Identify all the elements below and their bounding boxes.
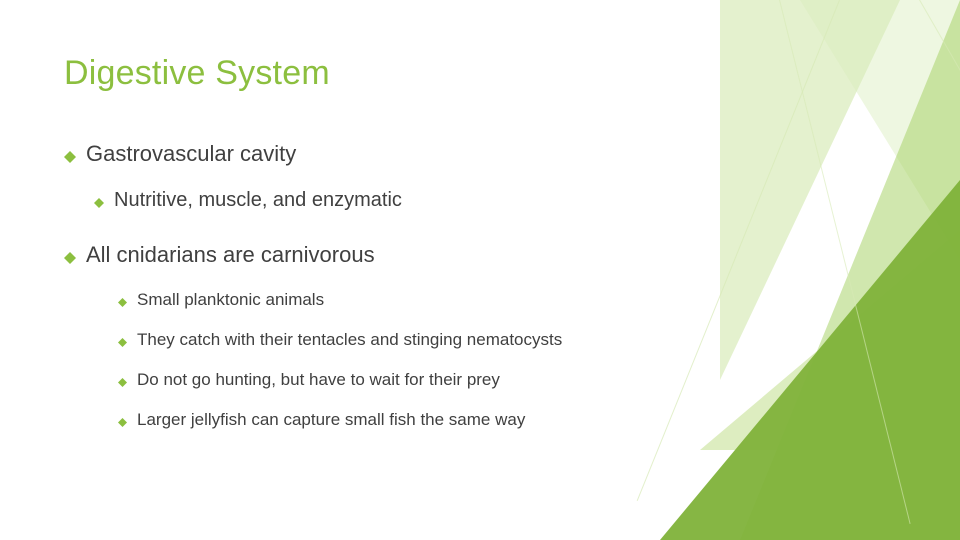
bullet-label: All cnidarians are carnivorous	[86, 242, 375, 268]
bullet-lvl3: Larger jellyfish can capture small fish …	[118, 410, 896, 430]
diamond-bullet-icon	[118, 418, 127, 427]
bullet-lvl2: Nutritive, muscle, and enzymatic	[94, 189, 896, 212]
bullet-label: Do not go hunting, but have to wait for …	[137, 370, 500, 390]
diamond-bullet-icon	[64, 252, 76, 264]
bullet-lvl3: Do not go hunting, but have to wait for …	[118, 370, 896, 390]
diamond-bullet-icon	[94, 198, 104, 208]
bullet-lvl1: All cnidarians are carnivorous	[64, 242, 896, 268]
slide-title: Digestive System	[64, 54, 896, 93]
diamond-bullet-icon	[118, 338, 127, 347]
diamond-bullet-icon	[118, 298, 127, 307]
bullet-label: Nutritive, muscle, and enzymatic	[114, 189, 402, 212]
diamond-bullet-icon	[118, 378, 127, 387]
slide-content: Digestive System Gastrovascular cavity N…	[64, 54, 896, 430]
bullet-label: Small planktonic animals	[137, 290, 324, 310]
bullet-label: Gastrovascular cavity	[86, 141, 296, 167]
bullet-lvl3: They catch with their tentacles and stin…	[118, 330, 896, 350]
bullet-lvl3: Small planktonic animals	[118, 290, 896, 310]
slide: Digestive System Gastrovascular cavity N…	[0, 0, 960, 540]
bullet-lvl1: Gastrovascular cavity	[64, 141, 896, 167]
diamond-bullet-icon	[64, 151, 76, 163]
bullet-label: Larger jellyfish can capture small fish …	[137, 410, 525, 430]
bullet-label: They catch with their tentacles and stin…	[137, 330, 562, 350]
